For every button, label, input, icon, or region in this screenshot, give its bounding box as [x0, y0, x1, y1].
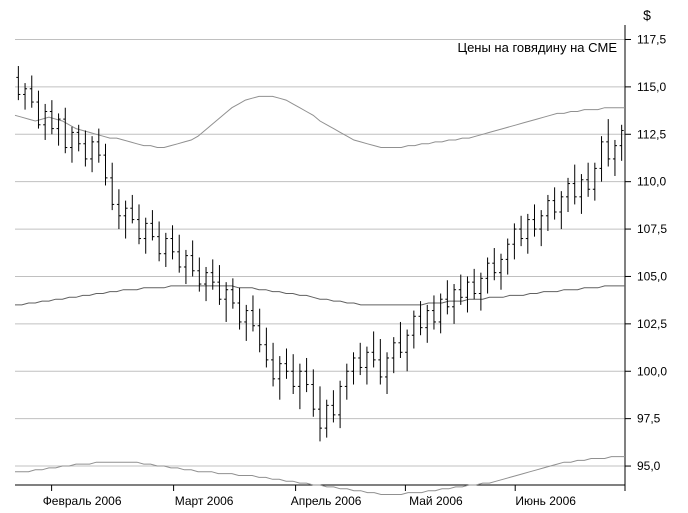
chart-title: Цены на говядину на CME: [457, 40, 617, 55]
x-tick-label: Май 2006: [409, 494, 463, 508]
x-tick-label: Февраль 2006: [43, 494, 122, 508]
y-axis-unit: $: [643, 7, 651, 23]
y-tick-label: 112,5: [637, 127, 666, 141]
x-tick-label: Апрель 2006: [291, 494, 362, 508]
y-tick-label: 97,5: [637, 412, 661, 426]
y-tick-label: 100,0: [637, 364, 667, 378]
y-tick-label: 110,0: [637, 175, 666, 189]
x-tick-label: Март 2006: [175, 494, 234, 508]
y-tick-label: 102,5: [637, 317, 667, 331]
y-tick-label: 107,5: [637, 222, 667, 236]
y-tick-label: 117,5: [637, 32, 666, 46]
y-tick-label: 95,0: [637, 459, 661, 473]
chart-svg: 95,0 97,5 100,0 102,5 105,0 107,5 110,0 112,5 11…: [0, 0, 688, 513]
price-chart: 95,0 97,5 100,0 102,5 105,0 107,5 110,0 112,5 11…: [0, 0, 688, 513]
y-tick-label: 105,0: [637, 269, 667, 283]
x-tick-label: Июнь 2006: [515, 494, 576, 508]
y-tick-label: 115,0: [637, 80, 666, 94]
